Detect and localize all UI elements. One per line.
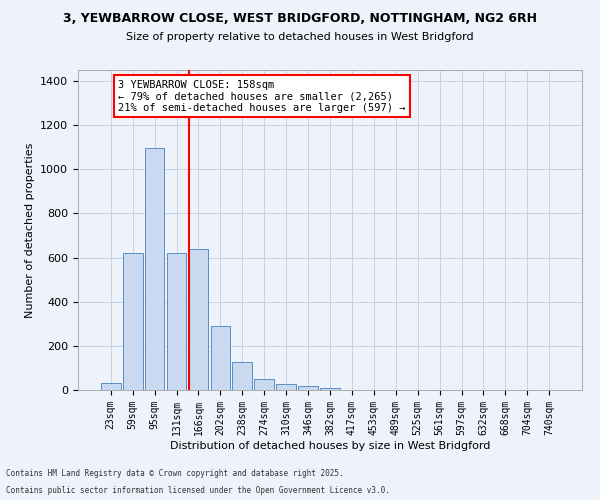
Bar: [254, 379, 274, 390]
Y-axis label: Number of detached properties: Number of detached properties: [25, 142, 35, 318]
Bar: [298, 386, 318, 390]
Bar: [276, 384, 296, 390]
Text: Contains public sector information licensed under the Open Government Licence v3: Contains public sector information licen…: [6, 486, 390, 495]
Text: Size of property relative to detached houses in West Bridgford: Size of property relative to detached ho…: [126, 32, 474, 42]
Bar: [101, 384, 121, 390]
Bar: [188, 249, 208, 390]
Text: Contains HM Land Registry data © Crown copyright and database right 2025.: Contains HM Land Registry data © Crown c…: [6, 468, 344, 477]
Bar: [211, 326, 230, 390]
Bar: [232, 362, 252, 390]
Text: 3 YEWBARROW CLOSE: 158sqm
← 79% of detached houses are smaller (2,265)
21% of se: 3 YEWBARROW CLOSE: 158sqm ← 79% of detac…: [118, 80, 406, 113]
Bar: [123, 253, 143, 390]
Bar: [145, 148, 164, 390]
X-axis label: Distribution of detached houses by size in West Bridgford: Distribution of detached houses by size …: [170, 440, 490, 450]
Bar: [167, 253, 187, 390]
Text: 3, YEWBARROW CLOSE, WEST BRIDGFORD, NOTTINGHAM, NG2 6RH: 3, YEWBARROW CLOSE, WEST BRIDGFORD, NOTT…: [63, 12, 537, 26]
Bar: [320, 388, 340, 390]
